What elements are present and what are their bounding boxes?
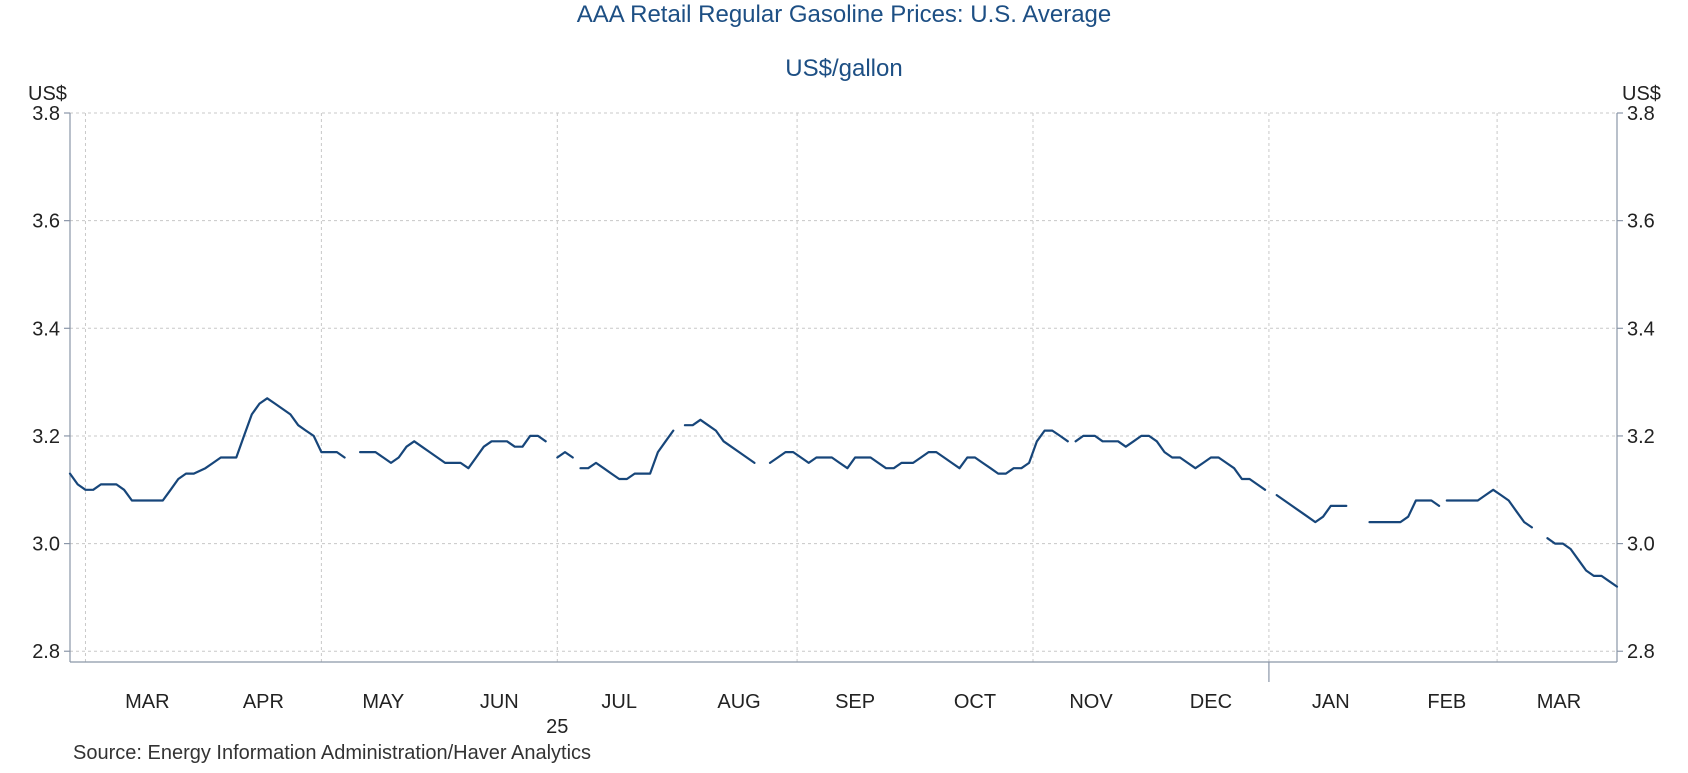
price-series	[68, 397, 1619, 588]
series-line-segment	[683, 418, 756, 464]
x-tick-label: OCT	[954, 691, 996, 713]
y-ticks: 3.8 3.8 3.6 3.6 3.4 3.4 3.2 3.2 3.0 3.0 2.8 2.8	[32, 103, 1655, 682]
series-line-segment	[359, 434, 547, 470]
series-line-segment	[1546, 537, 1619, 588]
x-tick-label: AUG	[717, 691, 760, 713]
x-tick-label: DEC	[1190, 691, 1232, 713]
x-tick-label: MAR	[125, 691, 169, 713]
y-tick-label-right: 2.8	[1627, 641, 1655, 663]
y-tick-label-left: 3.0	[32, 534, 60, 556]
y-tick-label-right: 3.6	[1627, 211, 1655, 233]
series-line-segment	[1275, 494, 1348, 524]
y-tick-label-left: 3.6	[32, 211, 60, 233]
x-year-label: 25	[546, 716, 568, 738]
x-tick-label: FEB	[1427, 691, 1466, 713]
y-tick-label-left: 2.8	[32, 641, 60, 663]
y-tick-label-left: 3.4	[32, 318, 60, 340]
series-line-segment	[579, 429, 675, 481]
x-tick-labels: MAR APR MAY JUN JUL AUG SEP OCT NOV DEC JAN FEB MAR 2…	[125, 691, 1581, 738]
y-tick-label-right: 3.0	[1627, 534, 1655, 556]
series-line-segment	[1368, 499, 1441, 524]
series-line-segment	[768, 429, 1069, 475]
gridlines	[70, 112, 1617, 662]
x-tick-label: APR	[243, 691, 284, 713]
x-tick-label: MAR	[1537, 691, 1581, 713]
chart-subtitle: US$/gallon	[785, 55, 902, 82]
series-line-segment	[556, 451, 574, 459]
x-tick-label: SEP	[835, 691, 875, 713]
y-tick-label-left: 3.8	[32, 103, 60, 125]
chart-title: AAA Retail Regular Gasoline Prices: U.S.…	[577, 1, 1112, 28]
y-tick-label-left: 3.2	[32, 426, 60, 448]
x-tick-label: JUL	[601, 691, 637, 713]
y-tick-label-right: 3.8	[1627, 103, 1655, 125]
x-tick-label: NOV	[1069, 691, 1113, 713]
x-tick-label: JUN	[480, 691, 519, 713]
source-note: Source: Energy Information Administratio…	[73, 742, 591, 764]
y-axis-label-left: US$	[28, 83, 67, 105]
y-tick-label-right: 3.4	[1627, 318, 1655, 340]
series-line-segment	[1445, 488, 1534, 529]
y-tick-label-right: 3.2	[1627, 426, 1655, 448]
y-axis-label-right: US$	[1622, 83, 1661, 105]
x-tick-label: JAN	[1312, 691, 1350, 713]
series-line-segment	[68, 397, 346, 502]
series-line-segment	[1074, 434, 1267, 491]
x-tick-label: MAY	[362, 691, 404, 713]
